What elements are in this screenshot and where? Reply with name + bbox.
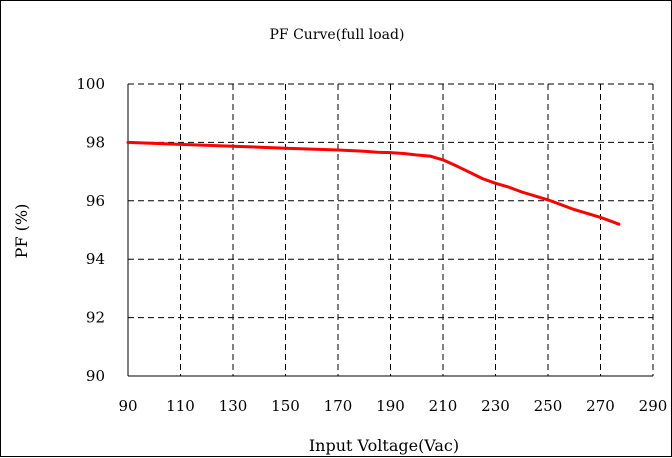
series-layer [126, 140, 621, 226]
y-tick-label: 100 [76, 75, 105, 93]
x-tick-label: 170 [324, 397, 353, 415]
y-axis-label: PF (%) [12, 204, 31, 259]
chart-title: PF Curve(full load) [270, 27, 405, 43]
x-tick-label: 90 [118, 397, 137, 415]
x-tick-label: 230 [481, 397, 510, 415]
x-tick-label: 150 [271, 397, 300, 415]
x-tick-label: 270 [586, 397, 615, 415]
x-tick-label: 210 [429, 397, 458, 415]
y-tick-label: 98 [86, 133, 105, 151]
x-axis-label: Input Voltage(Vac) [309, 436, 459, 455]
x-tick-label: 190 [376, 397, 405, 415]
grid [128, 83, 654, 376]
x-tick-label: 130 [219, 397, 248, 415]
y-tick-labels: 90 92 94 96 98 100 [76, 75, 105, 385]
pf-series-line [126, 140, 621, 226]
y-tick-label: 96 [86, 192, 105, 210]
x-tick-label: 110 [166, 397, 195, 415]
y-tick-label: 92 [86, 309, 105, 327]
axes [127, 84, 653, 377]
x-tick-label: 290 [639, 397, 668, 415]
x-tick-labels: 90 110 130 150 170 190 210 230 250 270 290 [118, 397, 667, 415]
y-tick-label: 90 [86, 367, 105, 385]
y-tick-label: 94 [86, 250, 105, 268]
x-tick-label: 250 [534, 397, 563, 415]
